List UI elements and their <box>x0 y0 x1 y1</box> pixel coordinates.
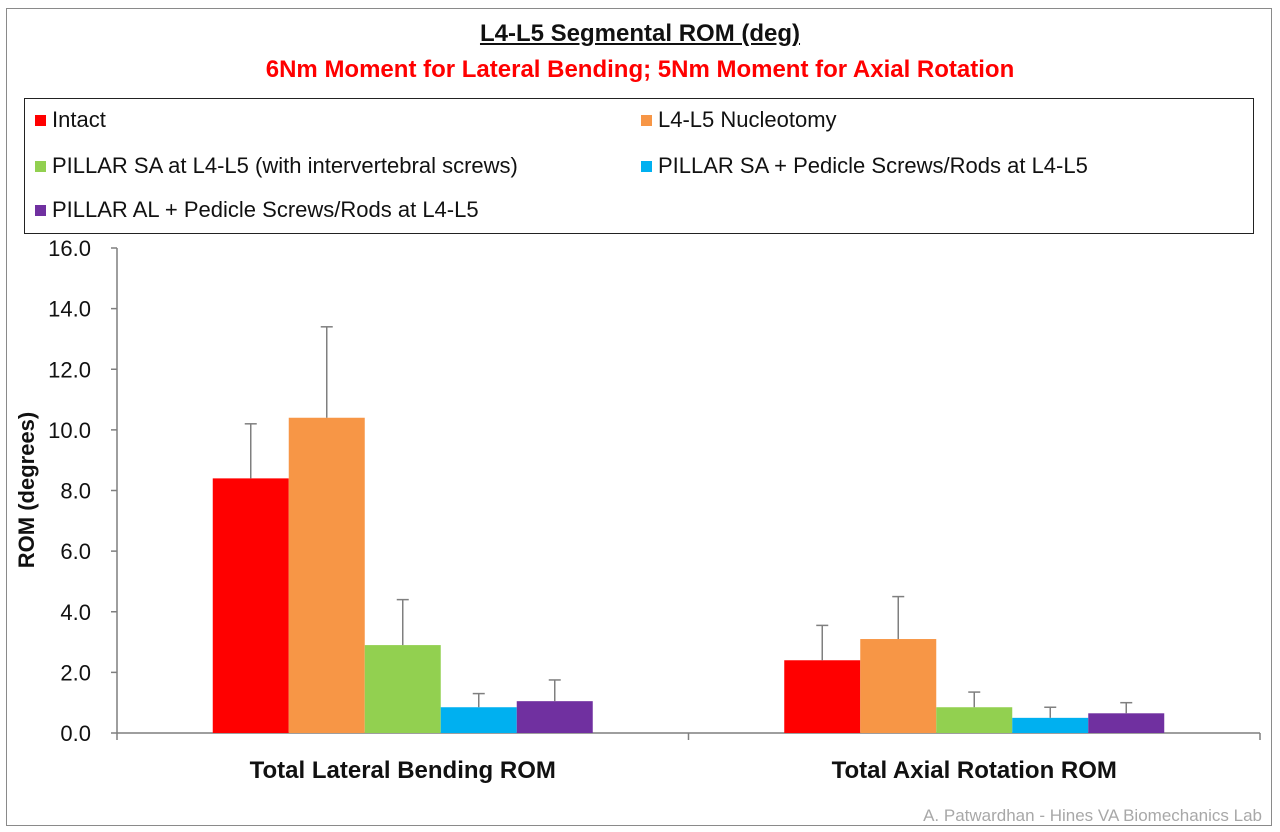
bar <box>288 417 365 733</box>
chart-legend: Intact L4-L5 Nucleotomy PILLAR SA at L4-… <box>24 98 1254 234</box>
y-tick-label: 8.0 <box>60 479 91 504</box>
legend-swatch <box>641 161 652 172</box>
watermark: A. Patwardhan - Hines VA Biomechanics La… <box>923 806 1262 825</box>
legend-swatch <box>35 161 46 172</box>
y-tick-label: 4.0 <box>60 600 91 625</box>
legend-label: PILLAR AL + Pedicle Screws/Rods at L4-L5 <box>52 197 479 222</box>
legend-swatch <box>35 115 46 126</box>
legend-label: PILLAR SA at L4-L5 (with intervertebral … <box>52 153 518 178</box>
bar <box>440 707 517 733</box>
chart-subtitle: 6Nm Moment for Lateral Bending; 5Nm Mome… <box>265 56 1015 83</box>
legend-swatch <box>641 115 652 126</box>
legend-item-pillar-sa: PILLAR SA at L4-L5 (with intervertebral … <box>35 153 518 179</box>
legend-item-pillar-sa-pedicle: PILLAR SA + Pedicle Screws/Rods at L4-L5 <box>641 153 1088 179</box>
y-axis-label: ROM (degrees) <box>14 412 39 568</box>
bar <box>212 478 289 733</box>
legend-label: L4-L5 Nucleotomy <box>658 107 837 132</box>
y-tick-label: 12.0 <box>48 357 91 382</box>
bar <box>1012 717 1089 733</box>
bar <box>1088 713 1165 733</box>
legend-label: Intact <box>52 107 106 132</box>
y-tick-label: 10.0 <box>48 418 91 443</box>
bar <box>936 707 1013 733</box>
x-category-label: Total Axial Rotation ROM <box>832 757 1117 784</box>
y-tick-label: 14.0 <box>48 297 91 322</box>
y-tick-label: 6.0 <box>60 539 91 564</box>
y-tick-label: 0.0 <box>60 721 91 746</box>
y-tick-label: 16.0 <box>48 236 91 261</box>
legend-swatch <box>35 205 46 216</box>
y-tick-label: 2.0 <box>60 660 91 685</box>
legend-item-intact: Intact <box>35 107 106 133</box>
x-category-label: Total Lateral Bending ROM <box>250 757 556 784</box>
legend-item-nucleotomy: L4-L5 Nucleotomy <box>641 107 837 133</box>
bar <box>860 639 937 733</box>
bar <box>364 645 441 733</box>
legend-label: PILLAR SA + Pedicle Screws/Rods at L4-L5 <box>658 153 1088 178</box>
bar <box>516 701 593 733</box>
chart-title: L4-L5 Segmental ROM (deg) <box>479 20 801 47</box>
legend-item-pillar-al-pedicle: PILLAR AL + Pedicle Screws/Rods at L4-L5 <box>35 197 479 223</box>
bar <box>784 660 861 733</box>
